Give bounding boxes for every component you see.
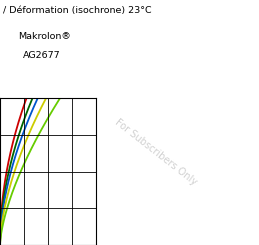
Text: Makrolon®: Makrolon® [18,32,71,41]
Text: / Déformation (isochrone) 23°C: / Déformation (isochrone) 23°C [3,6,151,15]
Text: For Subscribers Only: For Subscribers Only [112,117,198,187]
Text: AG2677: AG2677 [23,51,61,61]
